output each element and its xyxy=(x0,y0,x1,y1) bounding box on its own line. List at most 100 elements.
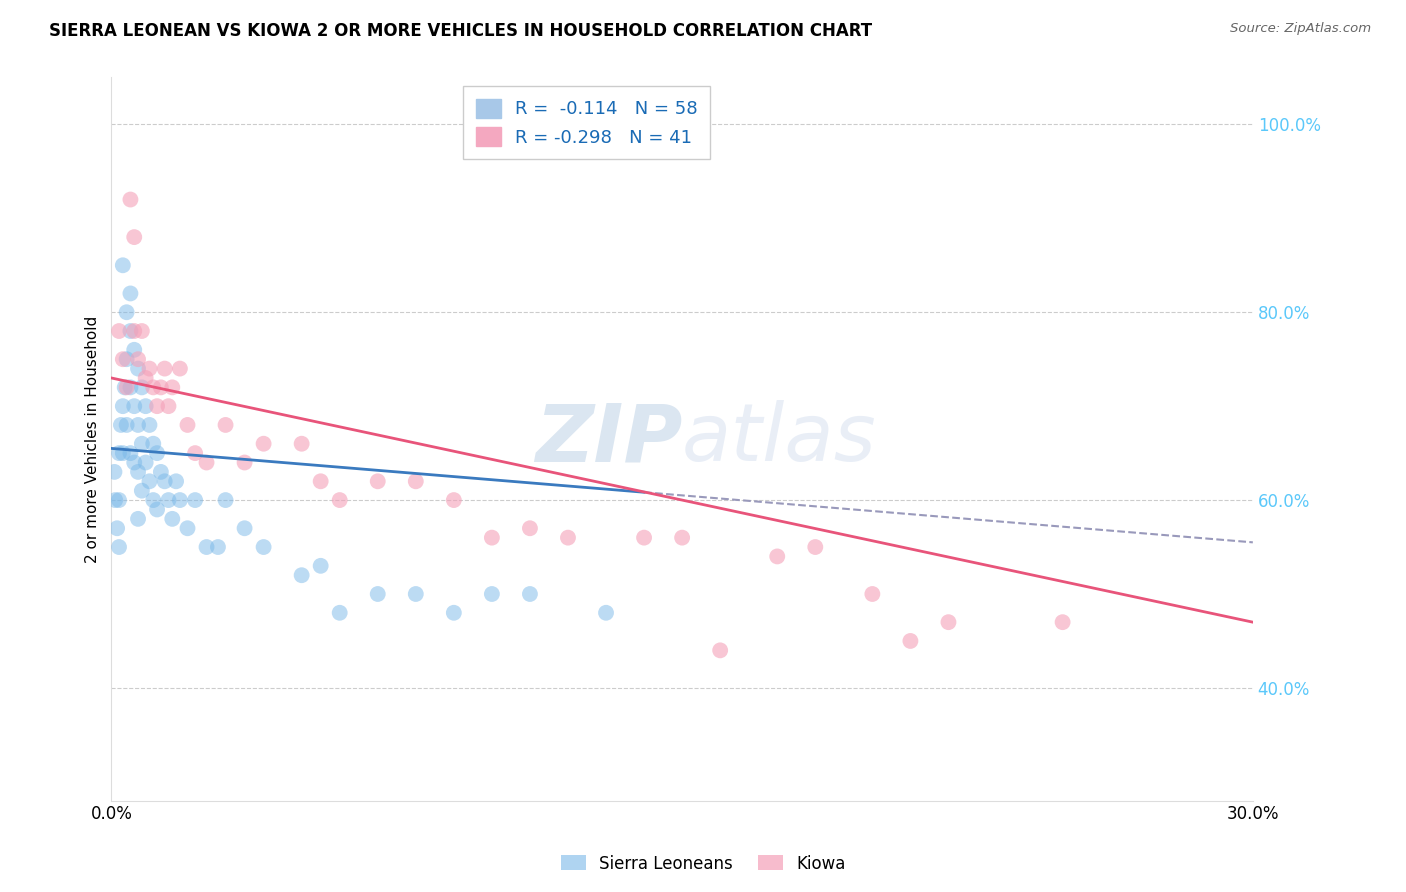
Point xyxy=(900,634,922,648)
Point xyxy=(214,493,236,508)
Point xyxy=(105,521,128,535)
Point xyxy=(122,399,145,413)
Point xyxy=(252,540,274,554)
Point xyxy=(120,193,142,207)
Point xyxy=(122,324,145,338)
Point xyxy=(142,436,165,450)
Point xyxy=(195,540,218,554)
Point xyxy=(214,417,236,432)
Point xyxy=(127,352,149,367)
Point xyxy=(120,324,142,338)
Point xyxy=(110,417,132,432)
Point xyxy=(157,399,180,413)
Point xyxy=(162,380,184,394)
Point xyxy=(233,521,256,535)
Point xyxy=(131,324,153,338)
Point xyxy=(153,475,176,489)
Point xyxy=(122,456,145,470)
Point xyxy=(149,380,172,394)
Point xyxy=(405,475,427,489)
Point xyxy=(481,531,503,545)
Point xyxy=(108,540,131,554)
Point xyxy=(108,324,131,338)
Point xyxy=(120,286,142,301)
Y-axis label: 2 or more Vehicles in Household: 2 or more Vehicles in Household xyxy=(86,316,100,563)
Point xyxy=(115,305,138,319)
Point xyxy=(252,436,274,450)
Legend: Sierra Leoneans, Kiowa: Sierra Leoneans, Kiowa xyxy=(554,848,852,880)
Point xyxy=(405,587,427,601)
Point xyxy=(176,521,198,535)
Point xyxy=(329,493,352,508)
Text: Source: ZipAtlas.com: Source: ZipAtlas.com xyxy=(1230,22,1371,36)
Point xyxy=(127,512,149,526)
Point xyxy=(519,587,541,601)
Point xyxy=(443,493,465,508)
Point xyxy=(157,493,180,508)
Point xyxy=(176,417,198,432)
Point xyxy=(135,371,157,385)
Point xyxy=(860,587,883,601)
Point xyxy=(131,436,153,450)
Point xyxy=(309,475,332,489)
Point xyxy=(595,606,617,620)
Point xyxy=(169,493,191,508)
Text: SIERRA LEONEAN VS KIOWA 2 OR MORE VEHICLES IN HOUSEHOLD CORRELATION CHART: SIERRA LEONEAN VS KIOWA 2 OR MORE VEHICL… xyxy=(49,22,872,40)
Point xyxy=(111,399,134,413)
Point xyxy=(127,417,149,432)
Point xyxy=(120,380,142,394)
Point xyxy=(146,446,169,460)
Legend: R =  -0.114   N = 58, R = -0.298   N = 41: R = -0.114 N = 58, R = -0.298 N = 41 xyxy=(463,87,710,160)
Point xyxy=(671,531,693,545)
Point xyxy=(519,521,541,535)
Point xyxy=(131,380,153,394)
Point xyxy=(103,465,125,479)
Point xyxy=(142,380,165,394)
Point xyxy=(291,568,314,582)
Point xyxy=(111,446,134,460)
Point xyxy=(184,493,207,508)
Point xyxy=(135,399,157,413)
Point xyxy=(309,558,332,573)
Point xyxy=(938,615,960,630)
Point xyxy=(149,465,172,479)
Point xyxy=(169,361,191,376)
Point xyxy=(115,417,138,432)
Point xyxy=(443,606,465,620)
Text: ZIP: ZIP xyxy=(534,400,682,478)
Point xyxy=(329,606,352,620)
Point xyxy=(114,380,136,394)
Point xyxy=(709,643,731,657)
Point xyxy=(481,587,503,601)
Point xyxy=(127,465,149,479)
Point xyxy=(207,540,229,554)
Point xyxy=(233,456,256,470)
Point xyxy=(138,361,160,376)
Point xyxy=(165,475,187,489)
Point xyxy=(135,456,157,470)
Point xyxy=(153,361,176,376)
Point xyxy=(104,493,127,508)
Point xyxy=(146,502,169,516)
Point xyxy=(111,352,134,367)
Point xyxy=(633,531,655,545)
Point xyxy=(804,540,827,554)
Point xyxy=(138,475,160,489)
Point xyxy=(367,587,389,601)
Point xyxy=(138,417,160,432)
Point xyxy=(115,380,138,394)
Point xyxy=(122,230,145,244)
Point xyxy=(146,399,169,413)
Point xyxy=(120,446,142,460)
Point xyxy=(291,436,314,450)
Point xyxy=(111,258,134,272)
Point xyxy=(162,512,184,526)
Point xyxy=(557,531,579,545)
Point xyxy=(367,475,389,489)
Point xyxy=(108,493,131,508)
Point xyxy=(122,343,145,357)
Point xyxy=(766,549,789,564)
Point xyxy=(195,456,218,470)
Point xyxy=(184,446,207,460)
Point xyxy=(115,352,138,367)
